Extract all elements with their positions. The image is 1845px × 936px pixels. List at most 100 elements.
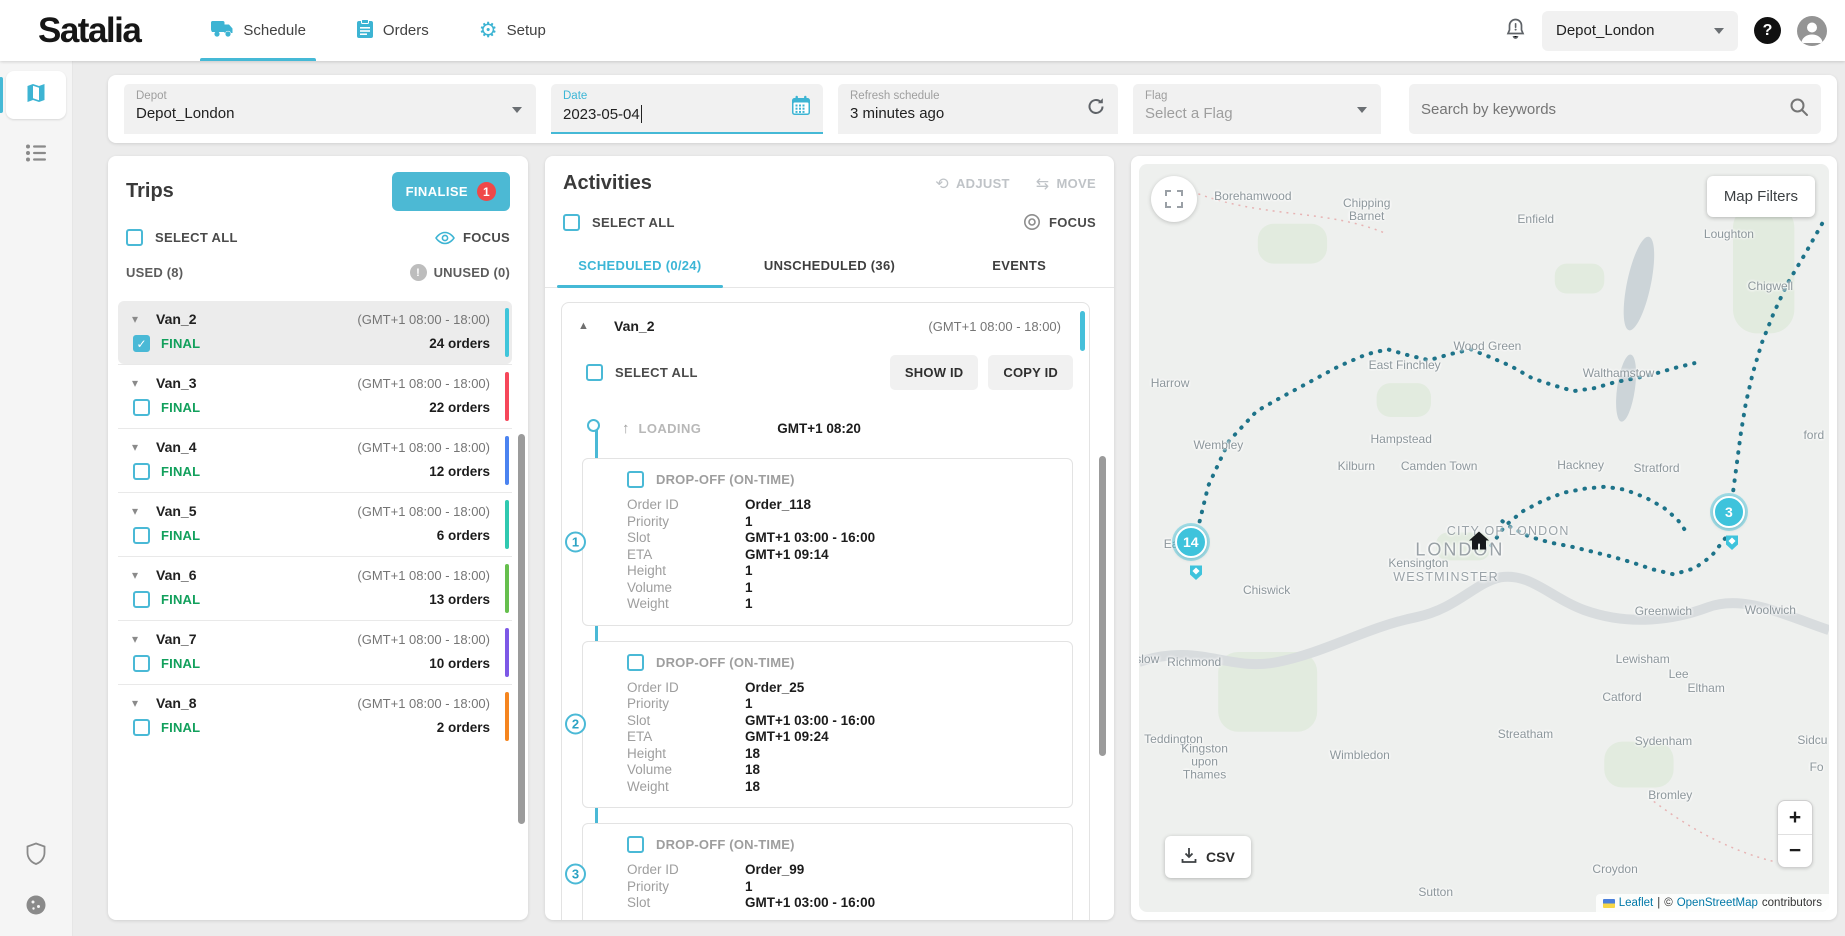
activities-select-all-checkbox[interactable] bbox=[563, 214, 580, 231]
csv-export-button[interactable]: CSV bbox=[1165, 836, 1251, 878]
stop-checkbox[interactable] bbox=[627, 471, 644, 488]
trip-orders: 10 orders bbox=[429, 656, 490, 671]
trips-focus-button[interactable]: FOCUS bbox=[435, 230, 510, 245]
adjust-button[interactable]: ⟲ADJUST bbox=[935, 174, 1010, 194]
show-id-button[interactable]: SHOW ID bbox=[890, 355, 978, 390]
activity-group-header[interactable]: ▲ Van_2 (GMT+1 08:00 - 18:00) bbox=[562, 303, 1089, 347]
depot-filter[interactable]: Depot Depot_London bbox=[124, 84, 536, 134]
trips-select-all-checkbox[interactable] bbox=[126, 229, 143, 246]
trip-color-bar bbox=[505, 436, 510, 485]
activities-scrollbar[interactable] bbox=[1099, 456, 1106, 756]
sidebar-item-timeline[interactable] bbox=[6, 131, 66, 179]
refresh-schedule[interactable]: Refresh schedule 3 minutes ago bbox=[838, 84, 1118, 134]
trip-row-van-6[interactable]: ▾Van_6(GMT+1 08:00 - 18:00) FINAL13 orde… bbox=[118, 556, 512, 620]
trip-row-van-2[interactable]: ▾Van_2(GMT+1 08:00 - 18:00) FINAL24 orde… bbox=[118, 301, 512, 364]
stop-card-1[interactable]: 1 DROP-OFF (ON-TIME) Order IDOrder_118 P… bbox=[582, 458, 1073, 626]
depot-home-marker[interactable] bbox=[1468, 531, 1490, 556]
refresh-icon[interactable] bbox=[1086, 97, 1106, 122]
tab-schedule[interactable]: Schedule bbox=[192, 0, 324, 61]
trip-checkbox[interactable] bbox=[133, 463, 150, 480]
trip-row-van-5[interactable]: ▾Van_5(GMT+1 08:00 - 18:00) FINAL6 order… bbox=[118, 492, 512, 556]
trips-title: Trips bbox=[126, 180, 174, 203]
notification-bell-icon[interactable] bbox=[1505, 17, 1526, 45]
avatar[interactable] bbox=[1797, 16, 1827, 46]
fullscreen-button[interactable] bbox=[1151, 176, 1197, 222]
trip-row-van-8[interactable]: ▾Van_8(GMT+1 08:00 - 18:00) FINAL2 order… bbox=[118, 684, 512, 748]
chevron-down-icon[interactable]: ▾ bbox=[132, 440, 156, 454]
tab-scheduled[interactable]: SCHEDULED (0/24) bbox=[545, 245, 735, 287]
loading-event[interactable]: ↑ LOADING GMT+1 08:20 bbox=[562, 408, 1089, 448]
chevron-down-icon[interactable]: ▾ bbox=[132, 376, 156, 390]
stop-card-3[interactable]: 3 DROP-OFF (ON-TIME) Order IDOrder_99 Pr… bbox=[582, 823, 1073, 920]
flag-filter[interactable]: Flag Select a Flag bbox=[1133, 84, 1381, 134]
calendar-icon[interactable] bbox=[791, 95, 811, 121]
date-filter[interactable]: Date 2023-05-04 bbox=[551, 84, 823, 134]
search-input[interactable] bbox=[1421, 101, 1789, 118]
finalise-button[interactable]: FINALISE 1 bbox=[392, 172, 510, 211]
field-label: Order ID bbox=[627, 497, 745, 514]
stop-card-2[interactable]: 2 DROP-OFF (ON-TIME) Order IDOrder_25 Pr… bbox=[582, 641, 1073, 809]
map-pin-icon[interactable] bbox=[1188, 564, 1203, 586]
loading-time: GMT+1 08:20 bbox=[777, 421, 861, 436]
shield-icon[interactable] bbox=[25, 842, 47, 871]
tab-orders-label: Orders bbox=[383, 22, 429, 39]
app-logo: Satalia bbox=[38, 11, 140, 51]
zoom-in-button[interactable]: + bbox=[1778, 801, 1812, 834]
trip-row-van-4[interactable]: ▾Van_4(GMT+1 08:00 - 18:00) FINAL12 orde… bbox=[118, 428, 512, 492]
refresh-label: Refresh schedule bbox=[850, 90, 1106, 102]
copy-id-button[interactable]: COPY ID bbox=[988, 355, 1073, 390]
trip-checkbox[interactable] bbox=[133, 719, 150, 736]
group-select-all-checkbox[interactable] bbox=[586, 364, 603, 381]
stop-checkbox[interactable] bbox=[627, 654, 644, 671]
map-cluster-marker[interactable]: 14 bbox=[1175, 526, 1207, 558]
trip-status: FINAL bbox=[161, 656, 200, 671]
map-pin-icon[interactable] bbox=[1725, 534, 1740, 556]
trip-checkbox[interactable] bbox=[133, 399, 150, 416]
navbar-right: Depot_London ? bbox=[1505, 11, 1827, 51]
chevron-up-icon[interactable]: ▲ bbox=[578, 320, 614, 332]
trip-orders: 2 orders bbox=[437, 720, 490, 735]
trip-status: FINAL bbox=[161, 336, 200, 351]
help-button[interactable]: ? bbox=[1754, 17, 1781, 44]
trip-list: ▾Van_2(GMT+1 08:00 - 18:00) FINAL24 orde… bbox=[108, 291, 528, 920]
trip-row-van-7[interactable]: ▾Van_7(GMT+1 08:00 - 18:00) FINAL10 orde… bbox=[118, 620, 512, 684]
chevron-down-icon[interactable]: ▾ bbox=[132, 632, 156, 646]
app-root: Satalia Schedule Orders ⚙ Setup bbox=[0, 0, 1845, 936]
sidebar-item-map-routes[interactable] bbox=[6, 71, 66, 119]
cookie-icon[interactable] bbox=[24, 893, 48, 922]
chevron-down-icon[interactable]: ▾ bbox=[132, 504, 156, 518]
trips-select-all-label: SELECT ALL bbox=[155, 230, 238, 245]
date-filter-label: Date bbox=[563, 90, 811, 102]
tab-setup[interactable]: ⚙ Setup bbox=[461, 0, 564, 61]
search-icon[interactable] bbox=[1789, 97, 1809, 122]
map[interactable]: Borehamwood Chipping Barnet Enfield Loug… bbox=[1139, 164, 1829, 912]
map-cluster-marker[interactable]: 3 bbox=[1713, 496, 1745, 528]
chevron-down-icon[interactable]: ▾ bbox=[132, 696, 156, 710]
activities-focus-button[interactable]: FOCUS bbox=[1023, 213, 1096, 231]
zoom-out-button[interactable]: − bbox=[1778, 834, 1812, 867]
trip-row-van-3[interactable]: ▾Van_3(GMT+1 08:00 - 18:00) FINAL22 orde… bbox=[118, 364, 512, 428]
tab-events[interactable]: EVENTS bbox=[924, 245, 1114, 287]
search-box[interactable] bbox=[1409, 84, 1821, 134]
trip-checkbox[interactable] bbox=[133, 527, 150, 544]
trips-scrollbar[interactable] bbox=[518, 434, 525, 824]
trip-checkbox[interactable] bbox=[133, 335, 150, 352]
stop-checkbox[interactable] bbox=[627, 836, 644, 853]
depot-selector[interactable]: Depot_London bbox=[1542, 11, 1738, 51]
group-name: Van_2 bbox=[614, 318, 654, 334]
trip-status: FINAL bbox=[161, 400, 200, 415]
map-zoom-control: + − bbox=[1777, 800, 1813, 868]
field-label: Slot bbox=[627, 530, 745, 547]
move-button[interactable]: ⇆MOVE bbox=[1036, 174, 1096, 194]
activities-title: Activities bbox=[563, 172, 652, 195]
osm-link[interactable]: OpenStreetMap bbox=[1677, 897, 1758, 909]
map-filters-button[interactable]: Map Filters bbox=[1707, 176, 1815, 217]
tab-unscheduled[interactable]: UNSCHEDULED (36) bbox=[735, 245, 925, 287]
trip-checkbox[interactable] bbox=[133, 655, 150, 672]
chevron-down-icon[interactable]: ▾ bbox=[132, 568, 156, 582]
chevron-down-icon[interactable]: ▾ bbox=[132, 312, 156, 326]
tab-orders[interactable]: Orders bbox=[338, 0, 447, 61]
trip-checkbox[interactable] bbox=[133, 591, 150, 608]
filter-bar: Depot Depot_London Date 2023-05-04 Refre… bbox=[108, 75, 1837, 143]
leaflet-link[interactable]: Leaflet bbox=[1619, 897, 1654, 909]
